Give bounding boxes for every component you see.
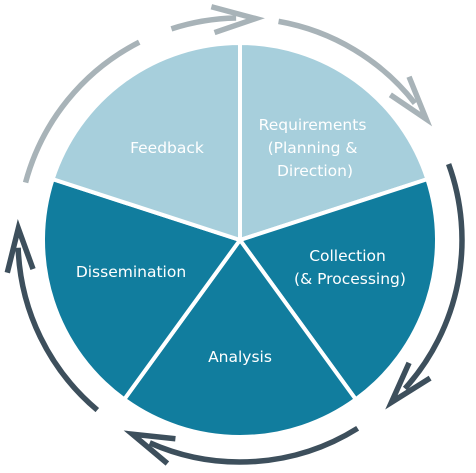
segment-label-analysis: Analysis	[208, 348, 272, 366]
segments-layer	[41, 41, 439, 440]
arrow-shaft	[148, 425, 360, 465]
segment-analysis	[122, 238, 358, 440]
segment-label-collection: Collection (& Processing)	[294, 247, 406, 288]
segment-feedback	[50, 41, 242, 242]
labels-layer: Requirements (Planning & Direction) Coll…	[76, 116, 406, 366]
arrow-shaft	[22, 39, 141, 184]
segment-label-feedback: Feedback	[130, 139, 204, 157]
segment-label-dissemination: Dissemination	[76, 263, 186, 281]
segment-requirements	[238, 41, 430, 242]
cycle-arrow-right-upper-arrow	[278, 18, 433, 127]
segment-dissemination	[41, 177, 242, 402]
arrows-layer	[4, 4, 465, 466]
arrow-shaft	[15, 247, 100, 413]
arrowhead-icon	[385, 361, 432, 410]
cycle-arrow-left-arrow	[4, 218, 100, 413]
arrowhead-icon	[123, 430, 176, 466]
arrow-shaft	[278, 18, 418, 106]
cycle-arrow-upper-left-arc	[22, 39, 141, 184]
segment-label-requirements: Requirements (Planning & Direction)	[259, 116, 372, 180]
arrowhead-icon	[4, 218, 36, 274]
cycle-arrow-right-lower-arrow	[385, 163, 465, 410]
arrowhead-icon	[388, 75, 433, 127]
segment-collection	[238, 177, 439, 402]
arrow-shaft	[170, 15, 237, 32]
arrowhead-icon	[210, 4, 265, 36]
cycle-arrow-bottom-arrow	[123, 425, 360, 466]
arrow-shaft	[402, 163, 465, 391]
cycle-arrow-top-arrow	[170, 4, 265, 36]
